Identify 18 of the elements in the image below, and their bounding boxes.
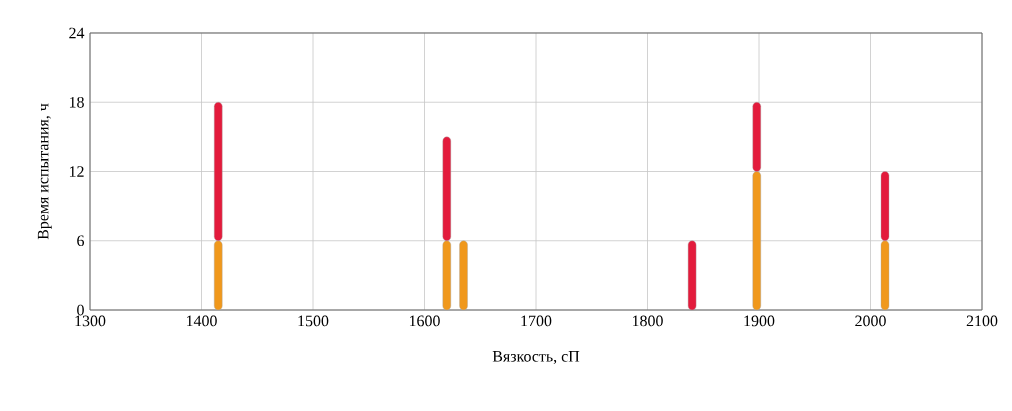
x-tick-label: 1800 (632, 315, 663, 327)
x-tick-label: 1500 (298, 315, 329, 327)
y-tick-label: 0 (77, 304, 84, 316)
y-tick-label: 12 (69, 166, 84, 177)
x-tick-label: 1400 (186, 315, 217, 327)
x-tick-label: 1900 (744, 315, 775, 327)
bar (687, 240, 697, 311)
x-tick-label: 2000 (855, 315, 886, 327)
x-tick-label: 1600 (409, 315, 440, 327)
y-tick-label: 18 (69, 96, 84, 108)
x-tick-label: 1700 (521, 315, 552, 327)
y-tick-label: 6 (77, 235, 85, 247)
y-tick-label: 24 (69, 27, 85, 39)
x-axis-title: Вязкость, сП (492, 351, 580, 364)
x-tick-label: 2100 (966, 315, 998, 327)
bar (459, 240, 468, 311)
x-tick-label: 1300 (75, 315, 106, 327)
y-axis-title: Время испытания, ч (37, 103, 52, 240)
